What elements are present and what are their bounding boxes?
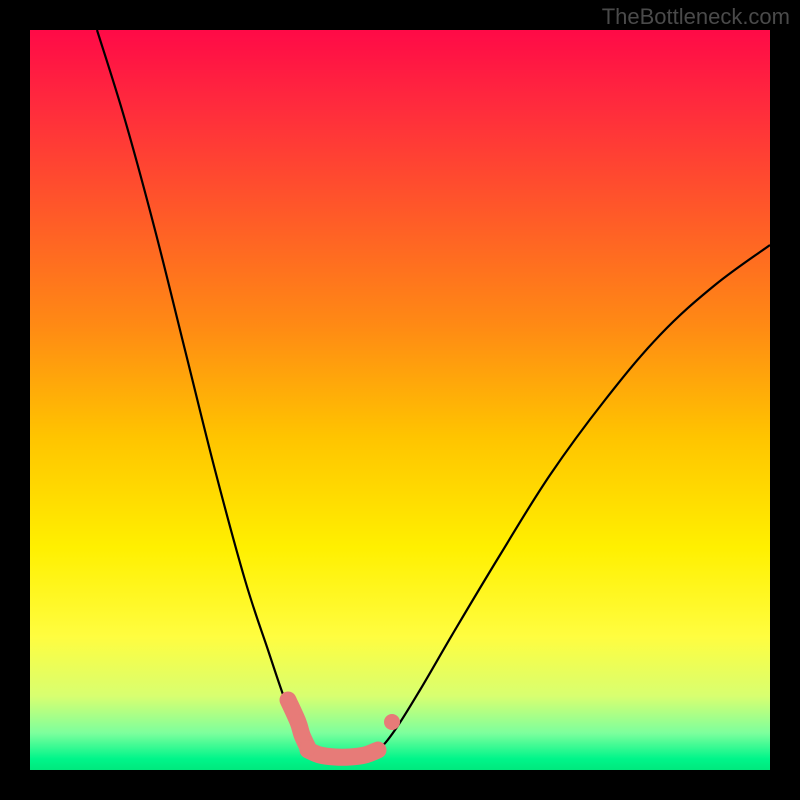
chart-svg (0, 0, 800, 800)
marker-dot (280, 692, 296, 708)
marker-dot (300, 740, 316, 756)
marker-dot (384, 714, 400, 730)
plot-gradient (30, 30, 770, 770)
marker-bottom-stroke (308, 750, 378, 757)
chart-stage: TheBottleneck.com (0, 0, 800, 800)
